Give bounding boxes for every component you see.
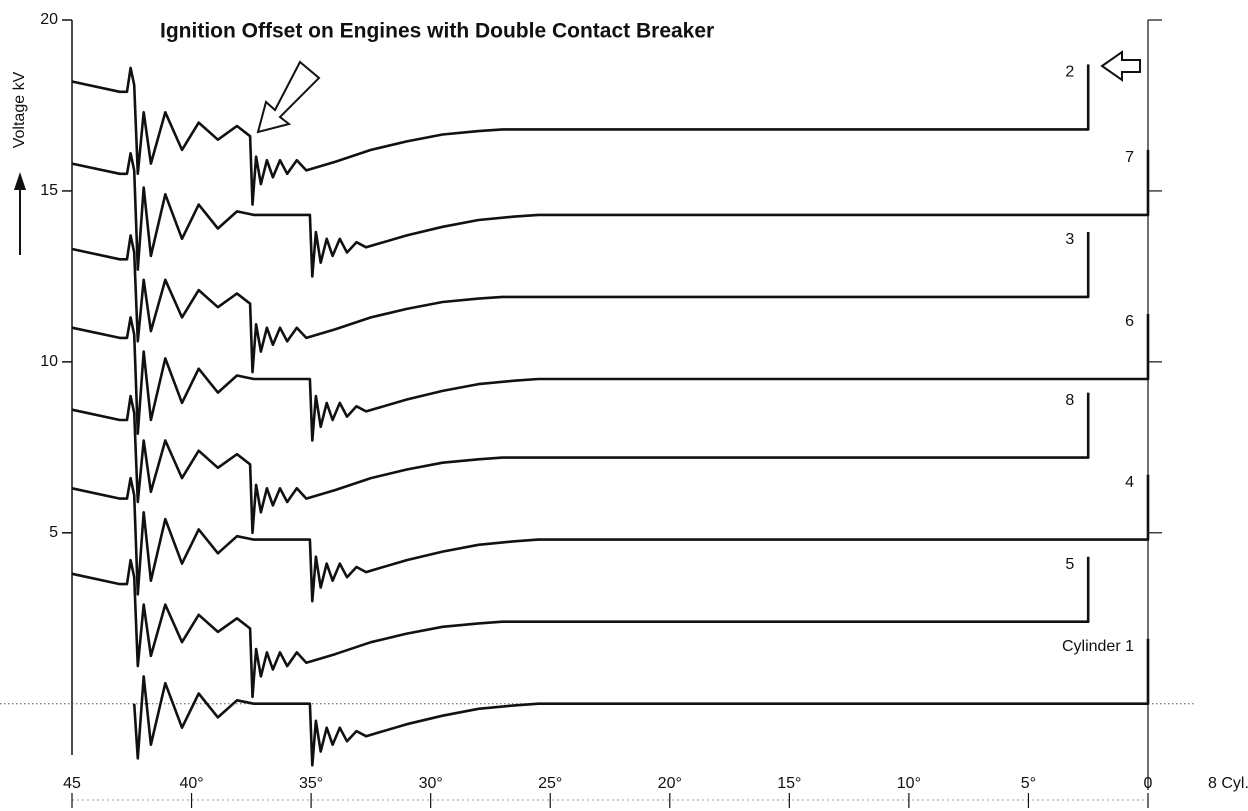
trace (71, 474, 1150, 603)
x-tick-label: 5° (1021, 775, 1036, 792)
x-tick-label: 25° (538, 775, 562, 792)
x-tick-label: 15° (777, 775, 801, 792)
trace (71, 314, 1150, 442)
cylinder-label: 5 (1065, 556, 1074, 573)
trace (132, 638, 1150, 767)
cylinder-label: 3 (1065, 231, 1074, 248)
x-tick-label: 35° (299, 775, 323, 792)
y-tick-label: 15 (40, 182, 58, 199)
y-tick-label: 20 (40, 11, 58, 28)
y-tick-label: 10 (40, 353, 58, 370)
y-axis-label: Voltage kV (11, 71, 28, 148)
x-tick-label: 0 (1144, 775, 1153, 792)
trace (71, 232, 1090, 374)
x-tick-label: 40° (179, 775, 203, 792)
cylinder-label: 6 (1125, 313, 1134, 330)
arrow (1100, 50, 1141, 82)
trace (71, 392, 1090, 535)
x-tick-label: 20° (658, 775, 682, 792)
x-axis-label: 8 Cyl. (1208, 775, 1248, 792)
trace (71, 556, 1090, 699)
cylinder-label: Cylinder 1 (1062, 638, 1134, 655)
cylinder-label: 4 (1125, 474, 1134, 491)
cylinder-label: 7 (1125, 149, 1134, 166)
y-tick-label: 5 (49, 524, 58, 541)
x-tick-label: 45 (63, 775, 81, 792)
cylinder-label: 8 (1065, 392, 1074, 409)
x-tick-label: 30° (419, 775, 443, 792)
chart-title: Ignition Offset on Engines with Double C… (160, 20, 714, 43)
trace (71, 64, 1090, 206)
x-tick-label: 10° (897, 775, 921, 792)
trace (71, 149, 1150, 278)
y-label-arrow (14, 172, 26, 255)
arrow (256, 60, 321, 134)
cylinder-label: 2 (1065, 64, 1074, 81)
